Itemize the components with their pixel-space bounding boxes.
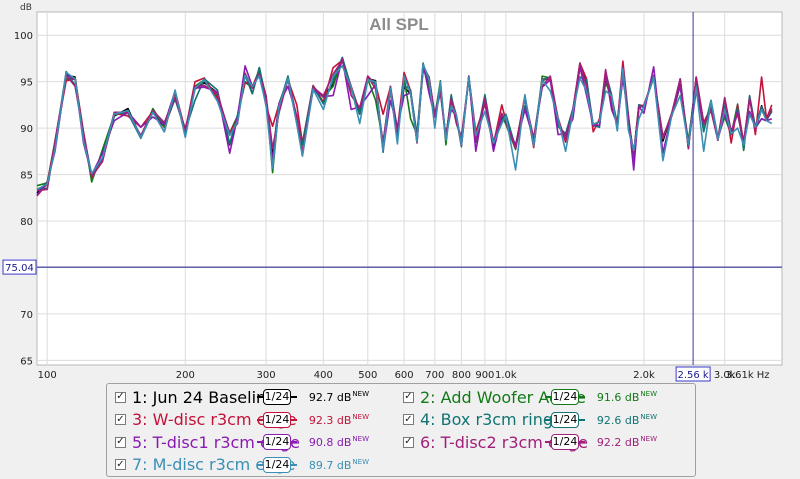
new-tag: NEW [352, 390, 369, 398]
legend-level: 92.7 dBNEW [308, 390, 369, 404]
legend-label: 7: M-disc r3cm edge [132, 455, 296, 474]
cursor-x-readout-box [675, 366, 711, 382]
legend-checkbox[interactable]: ✓ [403, 436, 414, 448]
legend-label: 2: Add Woofer AcTile [420, 387, 586, 407]
legend-level: 92.3 dBNEW [308, 412, 369, 427]
y-axis-ticks: 65 70 80 85 90 95 100 [14, 31, 33, 367]
legend-entry-7[interactable]: ✓ 7: M-disc r3cm edge [115, 454, 295, 476]
y-tick-label: 100 [14, 31, 33, 42]
chart-title: All SPL [369, 15, 429, 34]
smoothing-badge[interactable]: 1/24 [263, 411, 291, 428]
y-tick-label: 90 [20, 124, 33, 135]
legend-label: 4: Box r3cm ring [420, 410, 554, 429]
legend-level: 91.6 dBNEW [596, 390, 657, 404]
y-tick-label: 95 [20, 78, 33, 89]
legend-level: 89.7 dBNEW [308, 457, 369, 472]
legend-entry-2[interactable]: ✓ 2: Add Woofer AcTile [403, 386, 586, 408]
grid [37, 12, 782, 365]
legend-panel: ✓ 1: Jun 24 Baseline 1/24 92.7 dBNEW ✓ 2: Add… [106, 383, 696, 477]
series-line-7 [36, 63, 773, 191]
legend-level: 92.6 dBNEW [596, 412, 657, 427]
new-tag: NEW [352, 412, 369, 421]
y-axis-unit-label: dB [20, 3, 32, 13]
smoothing-badge[interactable]: 1/24 [551, 411, 579, 428]
legend-label: 1: Jun 24 Baseline [132, 387, 277, 407]
smoothing-badge[interactable]: 1/24 [263, 389, 291, 405]
x-tick-label: 900 [475, 370, 494, 381]
legend-entry-4[interactable]: ✓ 4: Box r3cm ring [403, 409, 553, 431]
smoothing-badge[interactable]: 1/24 [551, 389, 579, 405]
y-tick-label: 85 [20, 171, 33, 182]
x-tick-label: 400 [314, 370, 333, 381]
legend-checkbox[interactable]: ✓ [115, 413, 126, 425]
cursor-x-readout: 2.56 k [677, 370, 708, 381]
y-tick-label: 65 [20, 356, 33, 367]
x-tick-label: 3.0k [714, 370, 736, 381]
cursor-layer: 75.04 2.56 k [2, 12, 782, 382]
new-tag: NEW [352, 435, 369, 443]
series-layer [36, 56, 773, 197]
x-tick-label: 200 [176, 370, 195, 381]
y-tick-label: 70 [20, 310, 33, 321]
x-axis-ticks: 100 200 300 400 500 600 700 800 900 1.0k 2.0k 3.0k3… [38, 370, 770, 381]
x-tick-label: 100 [38, 370, 57, 381]
x-tick-label: 700 [425, 370, 444, 381]
new-tag: NEW [640, 412, 657, 421]
legend-entry-1[interactable]: ✓ 1: Jun 24 Baseline [115, 386, 276, 408]
legend-entry-3[interactable]: ✓ 3: W-disc r3cm edge [115, 409, 297, 431]
new-tag: NEW [640, 390, 657, 398]
smoothing-badge[interactable]: 1/24 [263, 434, 291, 450]
legend-checkbox[interactable]: ✓ [115, 458, 126, 470]
x-tick-label: 1.0k [495, 370, 517, 381]
cursor-y-readout: 75.04 [5, 263, 34, 274]
legend-label: 6: T-disc2 r3cm edge [420, 432, 588, 452]
legend-level: 92.2 dBNEW [596, 435, 657, 449]
x-tick-label: 600 [395, 370, 414, 381]
legend-label: 5: T-disc1 r3cm edge [132, 432, 300, 452]
x-tick-label: 300 [257, 370, 276, 381]
new-tag: NEW [352, 457, 369, 466]
legend-checkbox[interactable]: ✓ [115, 391, 126, 403]
legend-level: 90.8 dBNEW [308, 435, 369, 449]
x-tick-label: 800 [452, 370, 471, 381]
new-tag: NEW [640, 435, 657, 443]
spl-plot[interactable]: 75.04 2.56 k All SPL dB 65 70 80 85 90 95 100 1… [0, 0, 800, 383]
smoothing-badge[interactable]: 1/24 [551, 434, 579, 450]
cursor-y-readout-box [2, 259, 37, 275]
x-tick-label: 3.61k Hz [726, 370, 770, 381]
plot-area[interactable] [36, 11, 783, 366]
legend-entry-5[interactable]: ✓ 5: T-disc1 r3cm edge [115, 431, 300, 453]
y-tick-label: 80 [20, 217, 33, 228]
legend-label: 3: W-disc r3cm edge [132, 410, 297, 429]
legend-checkbox[interactable]: ✓ [115, 436, 126, 448]
legend-checkbox[interactable]: ✓ [403, 391, 414, 403]
legend-checkbox[interactable]: ✓ [403, 413, 414, 425]
x-tick-label: 2.0k [633, 370, 655, 381]
x-tick-label: 500 [358, 370, 377, 381]
smoothing-badge[interactable]: 1/24 [263, 456, 291, 473]
legend-entry-6[interactable]: ✓ 6: T-disc2 r3cm edge [403, 431, 588, 453]
